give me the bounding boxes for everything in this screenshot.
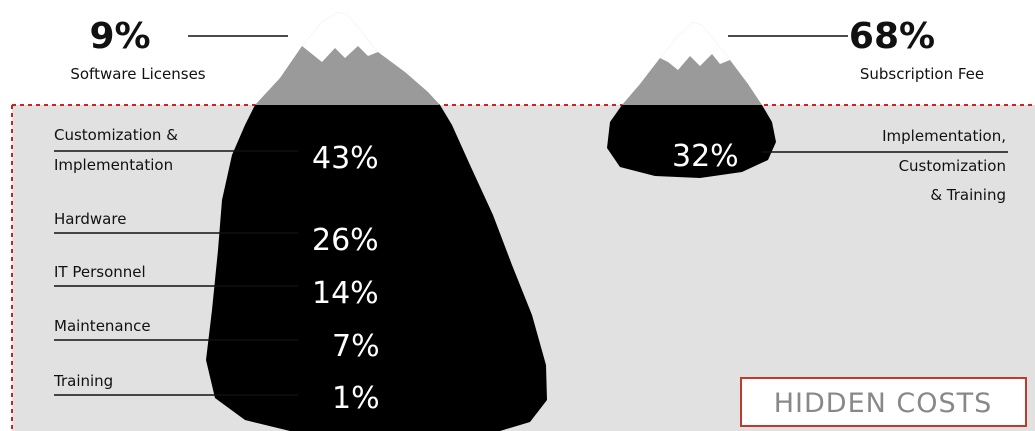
right-iceberg-snow [660,22,730,70]
right-hidden-percent: 32% [672,139,739,174]
right-iceberg-tip [622,22,762,105]
hidden-label-maintenance: Maintenance [54,317,151,335]
hidden-percent-it-personnel: 14% [312,276,379,311]
hidden-label-hardware: Hardware [54,210,126,228]
left-tip-caption: Software Licenses [70,65,205,83]
hidden-percent-maintenance: 7% [332,329,380,364]
right-tip-caption: Subscription Fee [860,65,984,83]
hidden-label-it-personnel: IT Personnel [54,263,146,281]
left-iceberg-tip [255,12,440,105]
right-hidden-label-line1: Implementation, [882,127,1006,145]
hidden-percent-customization: 43% [312,141,379,176]
hidden-costs-box [740,377,1027,427]
hidden-label-training: Training [53,372,113,390]
right-iceberg-underwater [607,105,776,178]
right-tip-percent: 68% [849,16,935,57]
hidden-label-customization-line2: Implementation [54,156,173,174]
left-tip-percent: 9% [89,16,150,57]
hidden-costs-label: HIDDEN COSTS [774,388,993,419]
hidden-percent-training: 1% [332,381,380,416]
hidden-percent-hardware: 26% [312,223,379,258]
left-iceberg-underwater [206,105,547,431]
left-iceberg-snow [302,12,378,62]
hidden-label-customization-line1: Customization & [54,126,178,144]
right-hidden-label-line2: Customization [899,157,1006,175]
right-hidden-label-line3: & Training [930,186,1006,204]
